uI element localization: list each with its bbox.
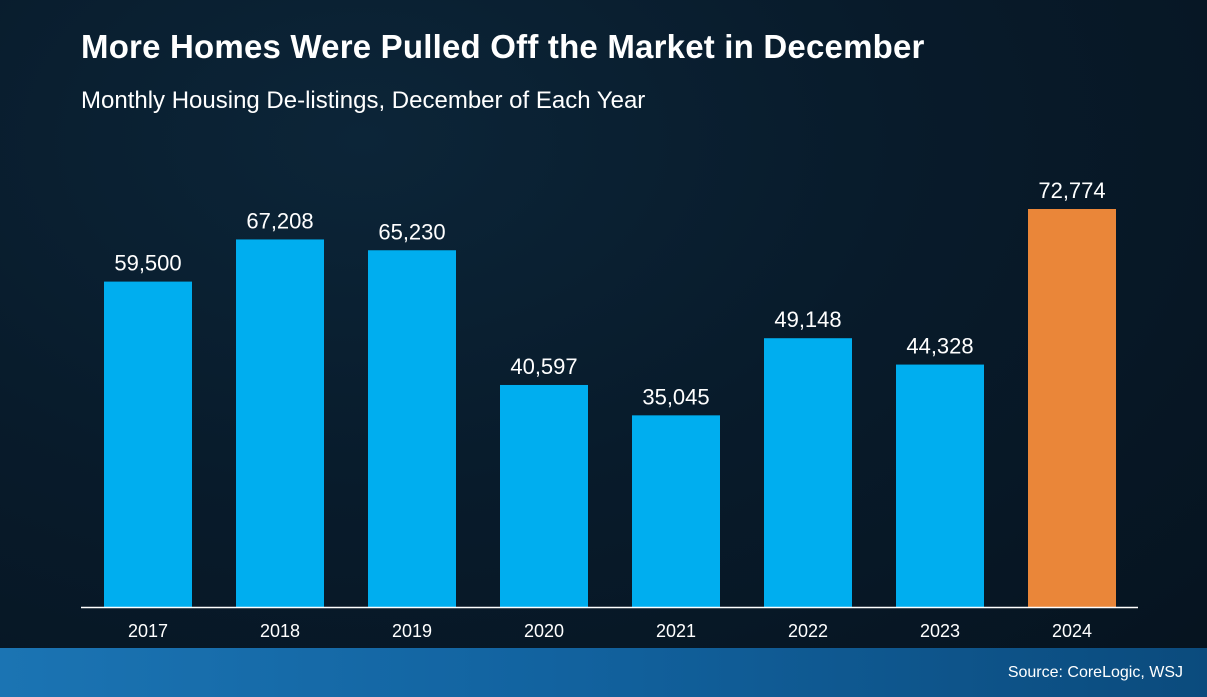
data-label-2024: 72,774 xyxy=(1038,178,1105,203)
data-label-2023: 44,328 xyxy=(906,334,973,359)
footer-bar: Source: CoreLogic, WSJ xyxy=(0,648,1207,697)
chart-title: More Homes Were Pulled Off the Market in… xyxy=(81,28,925,65)
data-label-2022: 49,148 xyxy=(774,307,841,332)
bar-2023 xyxy=(896,364,984,607)
x-tick-label-2017: 2017 xyxy=(128,621,168,641)
x-tick-label-2022: 2022 xyxy=(788,621,828,641)
x-tick-label-2023: 2023 xyxy=(920,621,960,641)
source-note: Source: CoreLogic, WSJ xyxy=(1007,664,1183,681)
bar-2022 xyxy=(764,338,852,607)
data-label-2019: 65,230 xyxy=(378,219,445,244)
x-tick-label-2019: 2019 xyxy=(392,621,432,641)
data-label-2018: 67,208 xyxy=(246,208,313,233)
bar-2019 xyxy=(368,250,456,607)
x-tick-label-2021: 2021 xyxy=(656,621,696,641)
bar-2024 xyxy=(1028,209,1116,607)
bar-2017 xyxy=(104,281,192,607)
x-tick-label-2024: 2024 xyxy=(1052,621,1092,641)
data-label-2017: 59,500 xyxy=(114,251,181,276)
chart-subtitle: Monthly Housing De-listings, December of… xyxy=(81,87,646,114)
x-tick-label-2018: 2018 xyxy=(260,621,300,641)
data-label-2021: 35,045 xyxy=(642,384,709,409)
data-label-2020: 40,597 xyxy=(510,354,577,379)
x-tick-label-2020: 2020 xyxy=(524,621,564,641)
bar-2021 xyxy=(632,415,720,607)
bar-2018 xyxy=(236,239,324,608)
bar-2020 xyxy=(500,384,588,607)
